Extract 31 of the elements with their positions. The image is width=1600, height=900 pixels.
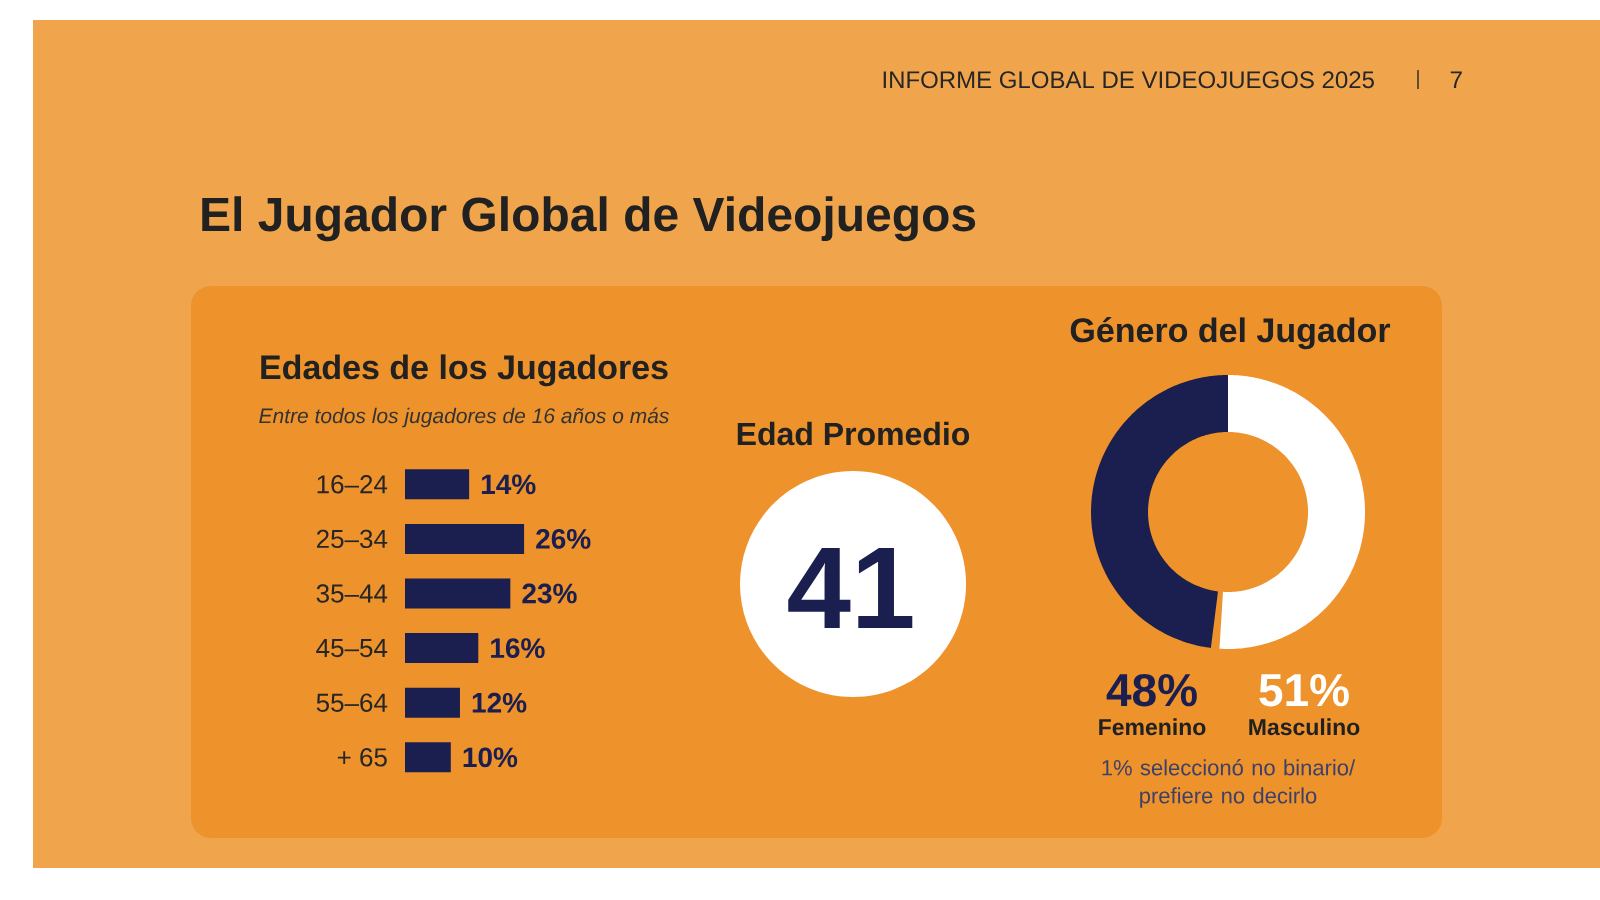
data-label: 12% <box>472 692 527 713</box>
data-label: 48% <box>1106 673 1197 707</box>
text: Edad Promedio <box>737 421 970 446</box>
chart-subtitle: Entre todos los jugadores de 16 años o más <box>259 407 669 428</box>
data-label: 14% <box>481 474 536 495</box>
y-tick-label: 55–64 <box>316 693 388 712</box>
bar <box>405 633 479 664</box>
bar <box>405 742 451 773</box>
data-label: 16% <box>491 638 545 659</box>
slice-label: Femenino <box>1099 718 1206 736</box>
data-label: 23% <box>522 583 577 604</box>
text: INFORME GLOBAL DE VIDEOJUEGOS 2025 <box>883 71 1374 89</box>
text: El Jugador Global de Videojuegos <box>202 196 976 242</box>
text: 1% seleccionó no binario/ prefiere no decirlo <box>1102 759 1356 808</box>
text: 41 <box>788 548 913 628</box>
data-label: 26% <box>536 528 591 549</box>
y-tick-label: 35–44 <box>316 584 388 603</box>
chart-title: Género del Jugador <box>1070 317 1391 350</box>
bar <box>405 469 470 500</box>
y-tick-label: 25–34 <box>316 529 388 549</box>
text: 7 <box>1450 71 1462 88</box>
y-tick-label: 45–54 <box>316 639 388 658</box>
chart-title: Edades de los Jugadores <box>261 354 668 387</box>
data-label: 51% <box>1259 673 1349 707</box>
bar <box>405 687 460 718</box>
data-label: 10% <box>463 747 518 768</box>
y-tick-label: 16–24 <box>317 475 388 494</box>
slice-label: Masculino <box>1249 718 1360 736</box>
bar <box>405 578 511 609</box>
bar <box>405 523 525 554</box>
y-tick-label: + 65 <box>337 748 387 767</box>
